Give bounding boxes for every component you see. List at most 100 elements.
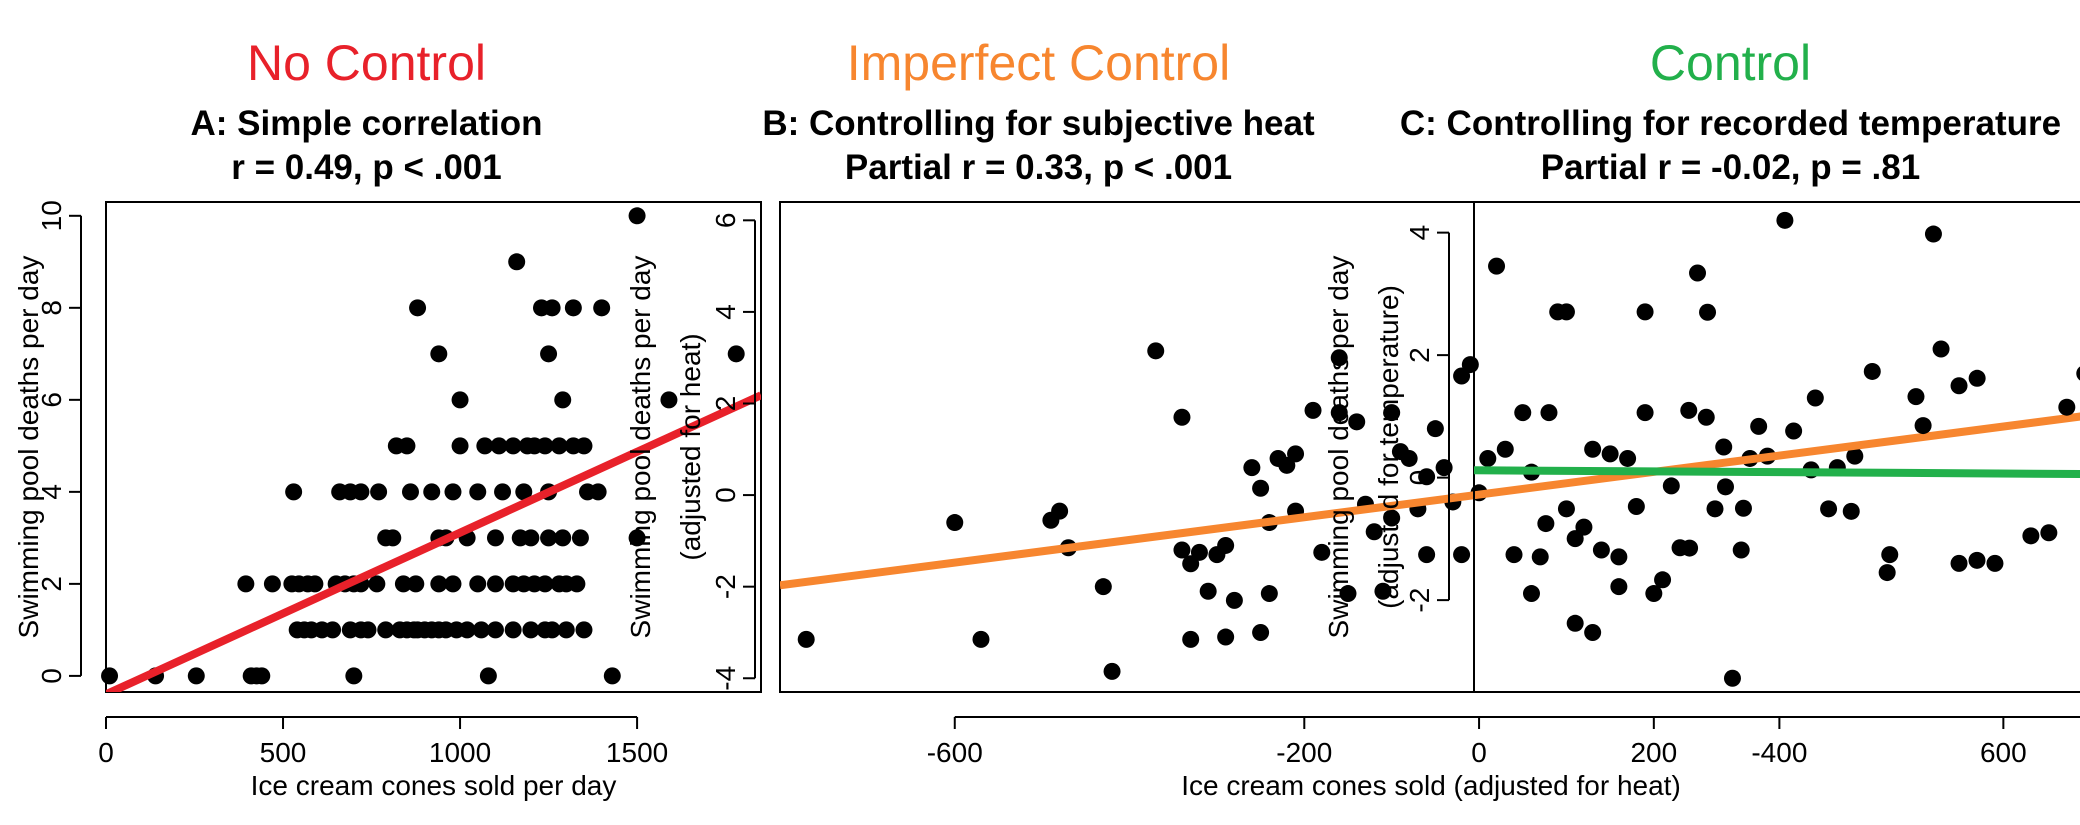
data-point [1968, 369, 1986, 387]
y-tick-label: 8 [36, 300, 67, 316]
data-point [1878, 564, 1896, 582]
data-point [554, 529, 572, 547]
data-point [1147, 342, 1165, 360]
data-point [1557, 500, 1575, 518]
y-tick-label: 4 [710, 304, 741, 320]
data-point [1287, 445, 1305, 463]
data-point [536, 575, 554, 593]
y-tick-label: 0 [36, 668, 67, 684]
y-tick-label: 0 [710, 487, 741, 503]
data-point [1592, 541, 1610, 559]
data-point [727, 345, 745, 363]
fit-line-c [1474, 466, 2080, 478]
plot-frame-c [1473, 201, 2080, 693]
data-point [1225, 591, 1243, 609]
data-point [458, 621, 476, 639]
data-point [1479, 449, 1497, 467]
data-point [1252, 479, 1270, 497]
data-point [1488, 257, 1506, 275]
data-point [486, 575, 504, 593]
data-point [486, 621, 504, 639]
data-point [1776, 211, 1794, 229]
data-point [540, 345, 558, 363]
data-point [1654, 571, 1672, 589]
data-point [490, 437, 508, 455]
data-point [1610, 548, 1628, 566]
data-point [263, 575, 281, 593]
data-point [1575, 518, 1593, 536]
control-label-a: No Control [247, 35, 486, 91]
data-point [359, 621, 377, 639]
data-point [1514, 404, 1532, 422]
data-point [1330, 349, 1348, 367]
data-point [1950, 554, 1968, 572]
data-point [1636, 404, 1654, 422]
data-point [575, 621, 593, 639]
data-point [1750, 417, 1768, 435]
data-point [1636, 303, 1654, 321]
data-point [1715, 438, 1733, 456]
data-point [1461, 356, 1479, 374]
data-point [486, 529, 504, 547]
data-point [1968, 551, 1986, 569]
data-point [352, 483, 370, 501]
chart-stat-c: Partial r = -0.02, p = .81 [1540, 148, 1921, 187]
data-point [1426, 420, 1444, 438]
data-point [564, 299, 582, 317]
panel-a: No Control A: Simple correlation r = 0.4… [20, 0, 713, 825]
data-point [1173, 541, 1191, 559]
data-point [1584, 440, 1602, 458]
y-axis-label-a: Swimming pool deaths per day [13, 256, 44, 639]
data-point [469, 483, 487, 501]
data-point [1723, 669, 1741, 687]
data-point [589, 483, 607, 501]
fit-line-a [106, 391, 761, 692]
y-axis-label-c: Swimming pool deaths per day [1323, 256, 1354, 639]
data-point [1182, 630, 1200, 648]
data-point [187, 667, 205, 685]
data-point [1734, 499, 1752, 517]
data-point [1190, 543, 1208, 561]
data-point [593, 299, 611, 317]
data-point [1217, 536, 1235, 554]
data-point [1400, 449, 1418, 467]
data-point [1505, 546, 1523, 564]
data-point [1531, 548, 1549, 566]
data-point [504, 621, 522, 639]
data-point [1584, 623, 1602, 641]
data-point [494, 483, 512, 501]
panel-c: Control C: Controlling for recorded temp… [1384, 0, 2077, 825]
data-point [1051, 502, 1069, 520]
chart-stat-a: r = 0.49, p < .001 [231, 148, 502, 187]
data-point [1907, 388, 1925, 406]
x-axis-label-b: Ice cream cones sold (adjusted for heat) [1181, 770, 1681, 801]
chart-title-c: C: Controlling for recorded temperature [1399, 104, 2062, 143]
x-axis-label-a: Ice cream cones sold per day [251, 770, 617, 801]
y-tick-label: -2 [1404, 588, 1435, 613]
data-point [972, 630, 990, 648]
data-point [1914, 417, 1932, 435]
data-point [554, 391, 572, 409]
data-point [1680, 401, 1698, 419]
x-tick-label: 0 [1471, 737, 1487, 768]
control-label-c: Control [1649, 35, 1812, 91]
data-point [394, 575, 412, 593]
x-tick-label: 500 [260, 737, 307, 768]
y-tick-label: -4 [710, 666, 741, 691]
data-point [1435, 459, 1453, 477]
data-point [660, 391, 678, 409]
data-point [1881, 546, 1899, 564]
x-tick-label: -400 [1751, 737, 1807, 768]
data-point [1540, 404, 1558, 422]
data-point [476, 437, 494, 455]
data-point [1453, 546, 1471, 564]
plot-frame-a [105, 201, 762, 693]
data-point [1103, 662, 1121, 680]
data-point [398, 437, 416, 455]
data-point [1243, 459, 1261, 477]
data-point [1699, 303, 1717, 321]
chart-stat-b: Partial r = 0.33, p < .001 [844, 148, 1233, 187]
data-point [2058, 398, 2076, 416]
data-point [1785, 422, 1803, 440]
